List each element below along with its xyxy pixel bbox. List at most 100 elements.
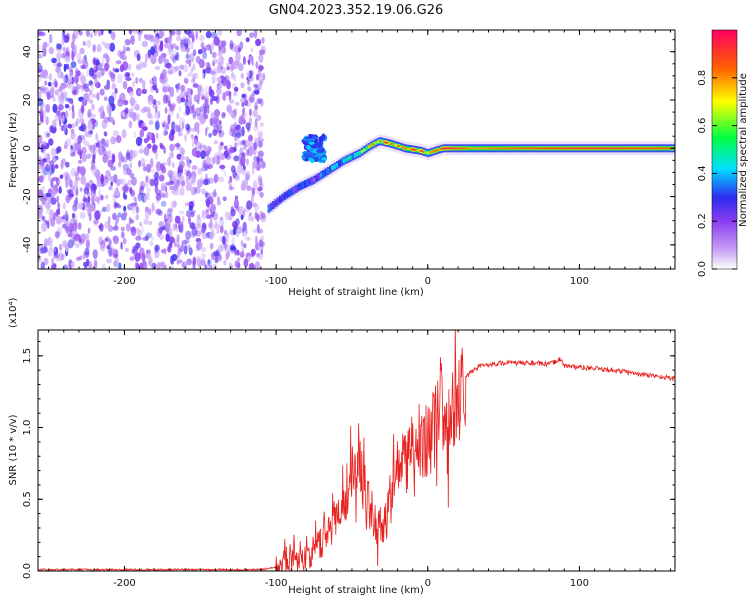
noise-speckle bbox=[197, 87, 202, 96]
spectrogram-y-axis-label: Frequency (Hz) bbox=[8, 112, 19, 188]
noise-speckle bbox=[191, 137, 195, 148]
signal-peak bbox=[379, 140, 382, 143]
noise-speckle bbox=[134, 100, 137, 105]
noise-speckle bbox=[75, 141, 82, 152]
noise-speckle bbox=[176, 82, 181, 90]
noise-speckle bbox=[119, 111, 123, 117]
signal-core bbox=[340, 160, 344, 165]
noise-speckle bbox=[93, 259, 98, 269]
signal-core bbox=[351, 154, 355, 159]
noise-speckle bbox=[141, 88, 148, 95]
noise-speckle bbox=[39, 107, 43, 116]
noise-speckle bbox=[206, 263, 212, 269]
noise-speckle bbox=[161, 122, 166, 128]
signal-core bbox=[356, 152, 360, 157]
noise-speckle bbox=[191, 105, 195, 114]
noise-speckle bbox=[111, 83, 117, 90]
noise-speckle bbox=[103, 131, 108, 137]
noise-speckle bbox=[101, 263, 106, 269]
noise-speckle bbox=[256, 156, 260, 164]
noise-speckle bbox=[209, 70, 216, 75]
noise-speckle bbox=[171, 43, 177, 48]
noise-speckle bbox=[254, 118, 258, 128]
noise-speckle bbox=[215, 77, 221, 83]
noise-speckle bbox=[114, 88, 118, 94]
signal-core bbox=[319, 173, 323, 178]
signal-peak bbox=[556, 147, 560, 150]
noise-speckle bbox=[211, 191, 218, 198]
signal-core bbox=[333, 164, 337, 169]
noise-speckle bbox=[184, 30, 191, 35]
noise-speckle bbox=[192, 63, 196, 71]
signal-peak bbox=[563, 147, 567, 150]
noise-speckle bbox=[200, 247, 207, 253]
noise-speckle bbox=[177, 132, 183, 137]
noise-speckle bbox=[70, 41, 75, 50]
side-blob-cell bbox=[306, 145, 311, 150]
side-blob-cell bbox=[321, 157, 328, 161]
noise-speckle bbox=[54, 80, 58, 88]
signal-core bbox=[315, 176, 319, 181]
noise-speckle bbox=[68, 193, 74, 198]
noise-speckle bbox=[185, 230, 192, 240]
noise-speckle bbox=[88, 80, 94, 86]
spectrogram-heatmap bbox=[38, 30, 675, 269]
noise-speckle bbox=[38, 134, 43, 144]
noise-speckle bbox=[104, 237, 109, 242]
noise-speckle bbox=[243, 143, 247, 151]
noise-speckle bbox=[109, 116, 115, 123]
noise-speckle bbox=[195, 223, 202, 230]
noise-speckle bbox=[148, 220, 153, 226]
side-blob-cell bbox=[317, 148, 325, 154]
noise-speckle bbox=[92, 249, 98, 259]
noise-speckle bbox=[152, 75, 157, 85]
noise-speckle bbox=[157, 110, 161, 119]
noise-speckle bbox=[230, 165, 236, 173]
noise-speckle bbox=[216, 200, 222, 207]
noise-speckle bbox=[179, 187, 185, 196]
noise-speckle bbox=[219, 243, 224, 249]
noise-speckle bbox=[46, 220, 50, 229]
noise-speckle bbox=[241, 246, 245, 257]
noise-speckle bbox=[222, 196, 227, 202]
colorbar: 0.0 0.2 0.4 0.6 0.8 Normalized spectral ampl… bbox=[697, 29, 749, 277]
signal-peak bbox=[536, 147, 539, 150]
signal-peak bbox=[456, 147, 460, 150]
snr-y-ticks: 0.0 0.5 1.0 1.5 bbox=[22, 340, 675, 579]
noise-speckle bbox=[180, 147, 185, 156]
noise-speckle bbox=[228, 111, 235, 116]
noise-speckle bbox=[50, 218, 55, 227]
noise-speckle bbox=[133, 131, 137, 139]
signal-peak bbox=[383, 141, 387, 144]
noise-speckle bbox=[111, 153, 116, 164]
noise-speckle bbox=[62, 115, 65, 123]
signal-peak bbox=[547, 147, 551, 150]
signal-peak bbox=[549, 147, 553, 150]
noise-speckle bbox=[259, 240, 266, 247]
colorbar-tick-label: 0.6 bbox=[697, 118, 708, 134]
colorbar-tick-label: 0.0 bbox=[697, 261, 708, 277]
noise-speckle bbox=[71, 51, 75, 61]
noise-speckle bbox=[203, 145, 207, 152]
noise-speckle bbox=[72, 89, 77, 96]
y-tick-label: 0.5 bbox=[22, 491, 33, 507]
noise-speckle bbox=[219, 216, 224, 222]
signal-peak bbox=[422, 150, 426, 153]
noise-speckle bbox=[100, 30, 104, 36]
noise-speckle bbox=[101, 55, 106, 63]
signal-peak bbox=[360, 150, 364, 153]
noise-speckle bbox=[61, 158, 67, 165]
noise-speckle bbox=[168, 236, 175, 244]
signal-peak bbox=[558, 147, 562, 150]
noise-speckle bbox=[80, 75, 87, 85]
noise-speckle bbox=[205, 86, 208, 94]
noise-speckle bbox=[62, 46, 66, 52]
noise-speckle bbox=[146, 187, 151, 193]
signal-peak bbox=[381, 140, 385, 143]
side-blob-cell bbox=[308, 141, 315, 145]
noise-speckle bbox=[97, 107, 104, 114]
signal-peak bbox=[463, 147, 467, 150]
noise-speckle bbox=[190, 186, 197, 196]
noise-speckle bbox=[135, 136, 143, 147]
noise-speckle bbox=[102, 154, 108, 164]
